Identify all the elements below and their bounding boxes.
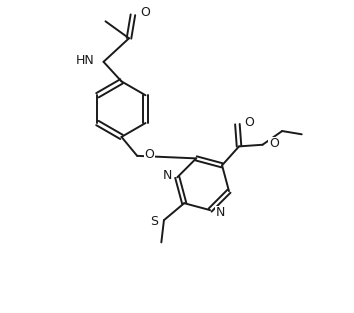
Text: S: S: [150, 215, 158, 228]
Text: O: O: [269, 137, 279, 150]
Text: HN: HN: [76, 54, 95, 67]
Text: O: O: [140, 6, 150, 19]
Text: O: O: [144, 148, 154, 162]
Text: N: N: [162, 169, 172, 182]
Text: O: O: [245, 116, 255, 129]
Text: N: N: [215, 206, 225, 219]
